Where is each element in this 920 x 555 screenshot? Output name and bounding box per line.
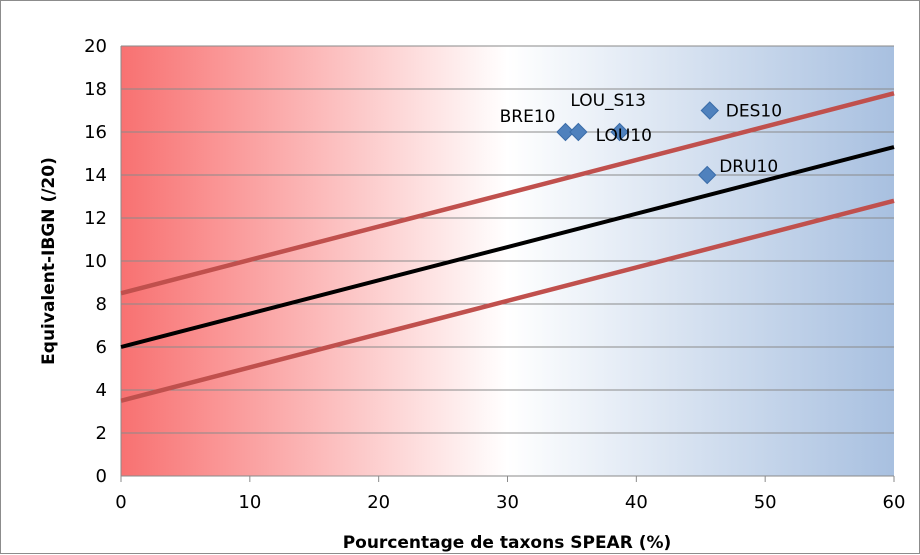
lower-bound-line: [120, 198, 895, 403]
upper-bound-line: [120, 91, 895, 296]
y-tick-label: 4: [96, 380, 107, 401]
y-axis-title: Equivalent-IBGN (/20): [39, 157, 59, 365]
y-tick-label: 10: [84, 251, 107, 272]
data-point: [569, 122, 588, 142]
point-label: DRU10: [719, 157, 778, 177]
x-tick-label: 20: [367, 492, 390, 513]
y-tick-label: 20: [84, 36, 107, 57]
x-tick-labels: 0 10 20 30 40 50 60: [115, 492, 905, 513]
point-labels: BRE10 LOU_S13 LOU10 DES10 DRU10: [500, 91, 782, 177]
point-label: DES10: [726, 102, 782, 122]
fit-lines: [120, 91, 895, 403]
data-point: [700, 101, 719, 120]
x-tick-label: 60: [883, 492, 906, 513]
data-point: [697, 165, 717, 185]
gridlines: [120, 45, 895, 482]
point-label: LOU_S13: [570, 91, 646, 111]
x-tick-label: 30: [496, 492, 519, 513]
x-tick-label: 0: [115, 492, 126, 513]
point-label: BRE10: [500, 107, 556, 127]
y-tick-label: 0: [96, 466, 107, 487]
y-tick-label: 14: [84, 165, 107, 186]
x-tick-label: 40: [625, 492, 648, 513]
y-tick-label: 8: [96, 294, 107, 315]
y-tick-labels: 0 2 4 6 8 10 12 14 16 18 20: [84, 36, 107, 487]
y-tick-label: 6: [96, 337, 107, 358]
data-points: [556, 101, 719, 185]
data-point: [610, 122, 629, 142]
x-tick-label: 10: [238, 492, 261, 513]
y-tick-label: 12: [84, 208, 107, 229]
point-label: LOU10: [596, 126, 652, 146]
data-point: [556, 122, 575, 142]
regression-line: [120, 145, 895, 349]
y-tick-label: 2: [96, 423, 107, 444]
y-tick-label: 16: [84, 122, 107, 143]
x-tick-label: 50: [754, 492, 777, 513]
y-tick-label: 18: [84, 79, 107, 100]
x-axis-title: Pourcentage de taxons SPEAR (%): [343, 533, 672, 553]
